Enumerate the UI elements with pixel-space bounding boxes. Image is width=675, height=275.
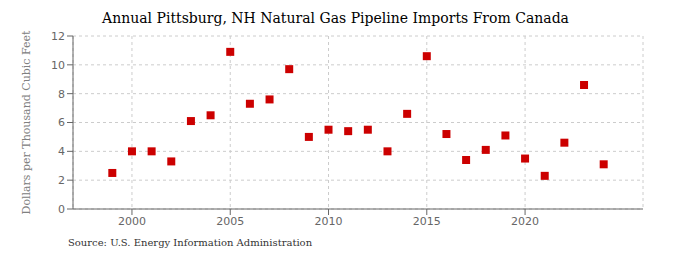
html-text:Annual Pittsburg, NH Natural G: Annual Pittsburg, NH Natural Gas Pipelin…: [102, 10, 569, 26]
svg-text:2015: 2015: [413, 215, 441, 228]
svg-text:2020: 2020: [511, 215, 539, 228]
svg-text:0: 0: [58, 203, 65, 216]
svg-text:2010: 2010: [315, 215, 343, 228]
svg-text:8: 8: [58, 88, 65, 101]
svg-text:6: 6: [58, 116, 65, 129]
svg-text:12: 12: [51, 30, 65, 43]
svg-text:Dollars per Thousand Cubic Fee: Dollars per Thousand Cubic Feet: [20, 30, 33, 214]
svg-text:2000: 2000: [118, 215, 146, 228]
svg-text:2: 2: [58, 174, 65, 187]
svg-text:2005: 2005: [216, 215, 244, 228]
html-text:Source: U.S. Energy Informatio: Source: U.S. Energy Information Administ…: [68, 237, 313, 248]
svg-text:10: 10: [51, 59, 65, 72]
svg-text:4: 4: [58, 145, 65, 158]
